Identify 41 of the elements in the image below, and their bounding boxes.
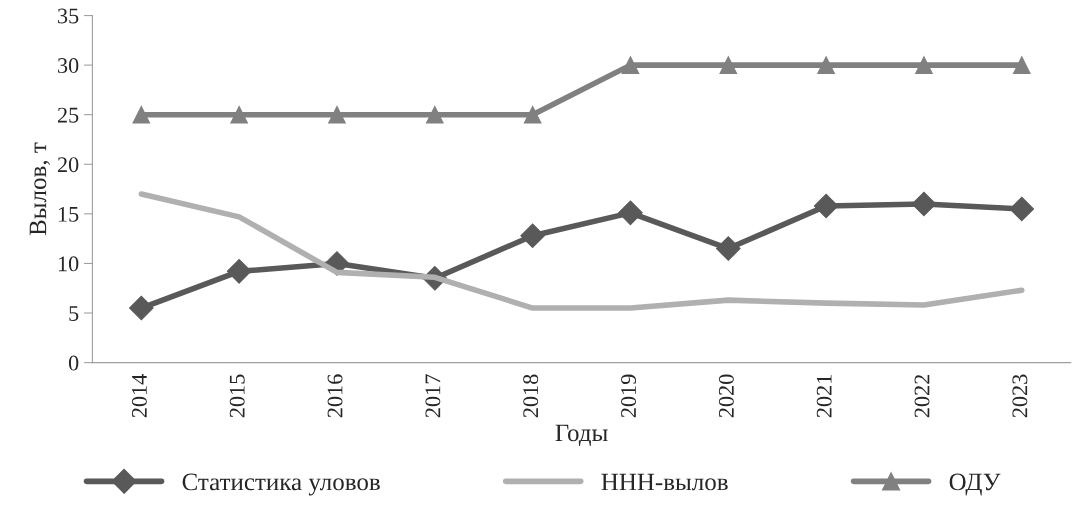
point [817, 56, 835, 74]
y-tick-label: 10 [58, 256, 79, 272]
point [911, 191, 937, 217]
point [129, 295, 154, 321]
point [915, 56, 933, 74]
point [328, 105, 346, 124]
y-tick-label: 0 [68, 355, 79, 371]
x-tick-label: 2017 [425, 374, 441, 418]
y-axis-title: Вылов, т [29, 142, 50, 236]
x-tick-label: 2019 [621, 374, 637, 418]
point [621, 56, 640, 74]
point [132, 105, 151, 124]
y-tick-label: 25 [57, 107, 79, 123]
x-tick-label: 2014 [131, 374, 147, 418]
point [715, 236, 741, 261]
point [523, 105, 542, 124]
x-axis-title: Годы [555, 424, 608, 446]
point [226, 259, 252, 284]
x-tick-label: 2023 [1012, 374, 1028, 418]
y-tick-label: 5 [69, 306, 79, 321]
y-tick-label: 35 [58, 8, 79, 24]
point [719, 56, 738, 74]
y-tick-label: 15 [58, 206, 79, 222]
point [618, 200, 643, 226]
point [1012, 56, 1031, 74]
x-tick-label: 2015 [229, 374, 245, 418]
x-tick-label: 2020 [718, 374, 734, 418]
y-tick-label: 30 [58, 58, 79, 74]
point [813, 193, 839, 219]
x-tick-label: 2022 [914, 374, 930, 418]
point [230, 105, 248, 124]
x-tick-label: 2021 [816, 375, 832, 418]
x-tick-label: 2018 [523, 374, 539, 418]
legend-label: Статистика уловов [182, 473, 380, 496]
legend-label: ННН-вылов [601, 473, 728, 491]
point [425, 105, 444, 124]
point [1009, 196, 1035, 222]
legend-label: ОДУ [949, 473, 1001, 496]
y-tick-label: 20 [57, 157, 79, 173]
x-tick-label: 2016 [327, 374, 343, 418]
point [520, 223, 545, 248]
